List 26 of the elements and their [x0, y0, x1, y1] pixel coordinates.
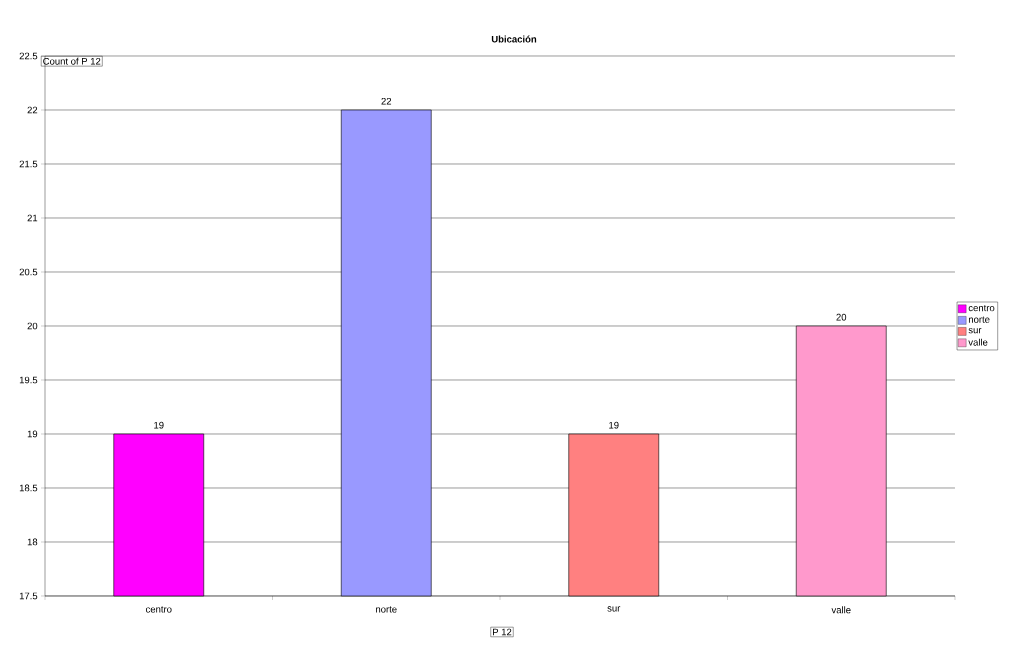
legend-label: norte: [968, 316, 990, 323]
data-label: 19: [154, 421, 164, 429]
x-tick-label: norte: [376, 606, 397, 613]
x-tick-label: valle: [831, 606, 851, 614]
legend-label: sur: [968, 328, 982, 334]
data-label: 20: [836, 313, 847, 321]
y-tick-label: 21.5: [19, 160, 38, 168]
y-tick-label: 22.5: [19, 52, 38, 60]
y-tick-label: 19: [27, 430, 38, 438]
chart-title: Ubicación: [491, 35, 537, 43]
x-axis-title: P 12: [493, 628, 512, 636]
y-tick-label: 20.5: [19, 268, 38, 276]
y-axis-title: Count of P 12: [43, 57, 101, 65]
y-tick-label: 21: [27, 214, 38, 222]
data-label: 19: [609, 421, 619, 429]
legend-label: centro: [968, 305, 995, 312]
y-tick-label: 22: [27, 106, 38, 114]
y-tick-label: 20: [27, 322, 38, 330]
y-tick-label: 18: [27, 538, 38, 546]
x-tick-label: centro: [145, 606, 172, 613]
x-tick-label: sur: [607, 606, 621, 612]
data-label: 22: [381, 97, 392, 105]
legend-label: valle: [968, 338, 988, 346]
y-tick-label: 19.5: [19, 376, 38, 384]
y-tick-label: 17.5: [19, 592, 38, 600]
y-tick-label: 18.5: [19, 484, 38, 492]
